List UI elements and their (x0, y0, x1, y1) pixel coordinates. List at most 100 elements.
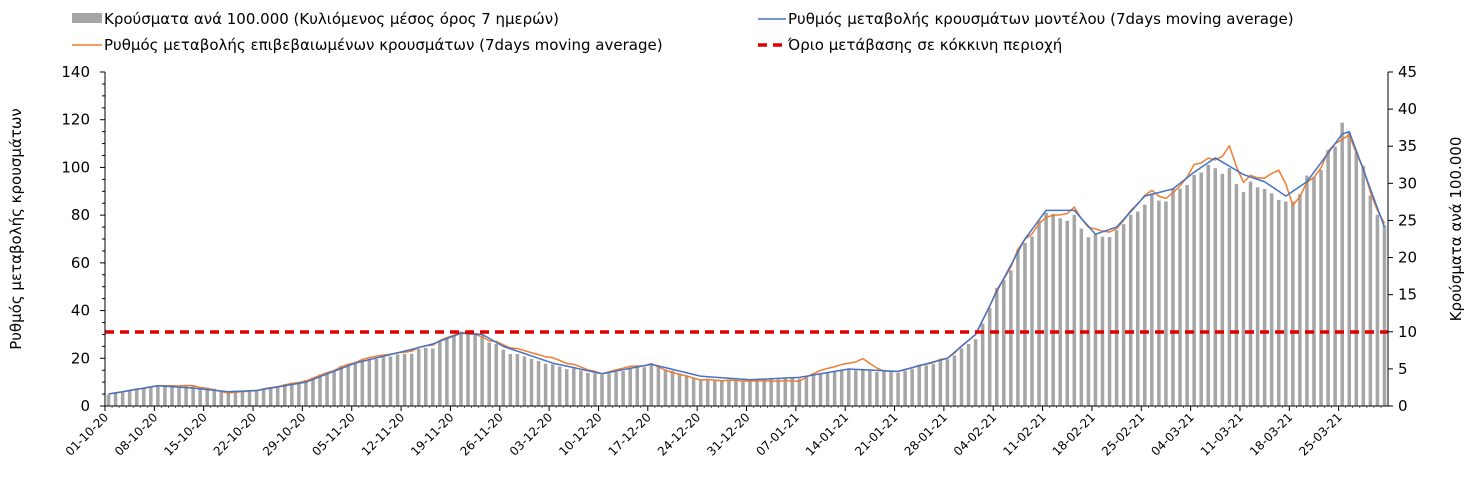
bar-cases (1178, 188, 1182, 406)
bar-cases (670, 370, 675, 406)
bar-cases (1072, 214, 1077, 406)
bar-cases (402, 353, 407, 406)
bar-cases (1206, 164, 1210, 406)
bar-cases (149, 386, 153, 406)
bar-cases (233, 390, 238, 406)
bar-cases (973, 339, 978, 406)
x-tick-label: 22-10-20 (211, 410, 259, 458)
bar-cases (825, 372, 830, 406)
legend-label-model: Ρυθμός μεταβολής κρουσμάτων μοντέλου (7d… (788, 10, 1294, 28)
right-axis-title: Κρούσματα ανά 100.000 (1447, 137, 1465, 322)
bar-cases (1255, 187, 1260, 406)
bar-cases (304, 379, 308, 406)
bar-cases (762, 379, 766, 406)
right-tick-label: 10 (1398, 323, 1417, 341)
right-tick-label: 45 (1398, 63, 1417, 81)
bar-cases (219, 390, 224, 406)
bar-cases (1262, 188, 1267, 406)
bar-cases (494, 343, 498, 406)
x-tick-label: 05-11-20 (309, 410, 357, 458)
bar-cases (656, 366, 661, 406)
bar-cases (557, 366, 562, 406)
bar-cases (1171, 188, 1175, 406)
bar-cases (127, 390, 132, 406)
x-tick-label: 29-10-20 (260, 410, 308, 458)
right-tick-label: 15 (1398, 286, 1417, 304)
x-tick-label: 03-12-20 (507, 410, 555, 458)
x-tick-label: 08-10-20 (112, 410, 160, 458)
bar-cases (487, 342, 491, 406)
bar-cases (586, 372, 590, 406)
bar-cases (1241, 192, 1246, 406)
bar-cases (994, 287, 999, 406)
x-tick-label: 31-12-20 (704, 410, 752, 458)
bar-cases (339, 365, 343, 406)
bar-cases (480, 335, 484, 406)
bar-cases (438, 342, 442, 406)
bar-cases (839, 369, 844, 406)
bar-cases (1093, 233, 1098, 406)
x-tick-label: 11-03-21 (1198, 410, 1246, 458)
bar-cases (1291, 201, 1295, 406)
bar-cases (1199, 172, 1203, 406)
bar-cases (120, 392, 125, 406)
bar-cases (1058, 218, 1062, 406)
bar-cases (628, 367, 632, 406)
bar-cases (318, 374, 322, 406)
bar-cases (325, 372, 329, 406)
bar-cases (804, 375, 809, 406)
bar-cases (698, 380, 703, 406)
bar-cases (720, 380, 724, 406)
bar-cases (1044, 212, 1048, 406)
bar-cases (212, 388, 217, 406)
line-model-rate (108, 130, 1386, 395)
bar-cases (353, 362, 358, 406)
bar-cases (1079, 228, 1084, 406)
bar-cases (1269, 193, 1274, 406)
bar-cases (987, 308, 992, 406)
bar-cases (564, 369, 569, 406)
x-tick-label: 18-02-21 (1050, 410, 1098, 458)
bar-cases (452, 336, 456, 406)
bar-cases (254, 390, 259, 406)
bar-cases (431, 348, 435, 406)
bar-cases (1030, 236, 1034, 406)
bar-cases (522, 356, 527, 406)
bar-cases (170, 385, 174, 406)
bar-cases (980, 323, 985, 406)
bar-cases (846, 369, 851, 406)
bar-cases (466, 333, 470, 406)
bar-cases (184, 385, 188, 406)
left-tick-label: 40 (71, 302, 90, 320)
x-tick-label: 11-02-21 (1000, 410, 1048, 458)
bar-cases (917, 365, 921, 406)
bar-cases (1185, 185, 1189, 406)
plot-area: 0 20 40 60 80 100 120 140 0 5 10 15 20 25 30 35 40 45 01-1… (61, 63, 1417, 459)
bar-cases (748, 379, 752, 406)
bar-cases (1276, 199, 1281, 406)
bar-cases (550, 364, 555, 406)
bar-cases (501, 349, 506, 406)
bar-cases (1157, 200, 1161, 406)
bar-cases (614, 371, 618, 406)
legend-label-bars: Κρούσματα ανά 100.000 (Κυλιόμενος μέσος … (104, 10, 559, 28)
bar-cases (409, 353, 414, 406)
right-tick-label: 25 (1398, 211, 1417, 229)
bar-cases (811, 375, 816, 406)
bar-cases (783, 377, 788, 406)
bar-cases (938, 359, 943, 406)
bar-cases (861, 368, 865, 406)
bar-cases (332, 370, 336, 406)
bar-cases (275, 386, 280, 406)
bar-cases (1065, 220, 1070, 406)
left-tick-label: 80 (71, 206, 90, 224)
x-tick-label: 15-10-20 (161, 410, 209, 458)
bar-cases (536, 361, 541, 406)
bar-cases (1128, 214, 1133, 406)
bar-cases (1143, 204, 1147, 406)
bar-cases (163, 385, 167, 406)
bar-cases (374, 358, 379, 406)
bar-cases (529, 358, 534, 406)
bar-cases (113, 393, 118, 406)
bar-cases (515, 354, 520, 406)
